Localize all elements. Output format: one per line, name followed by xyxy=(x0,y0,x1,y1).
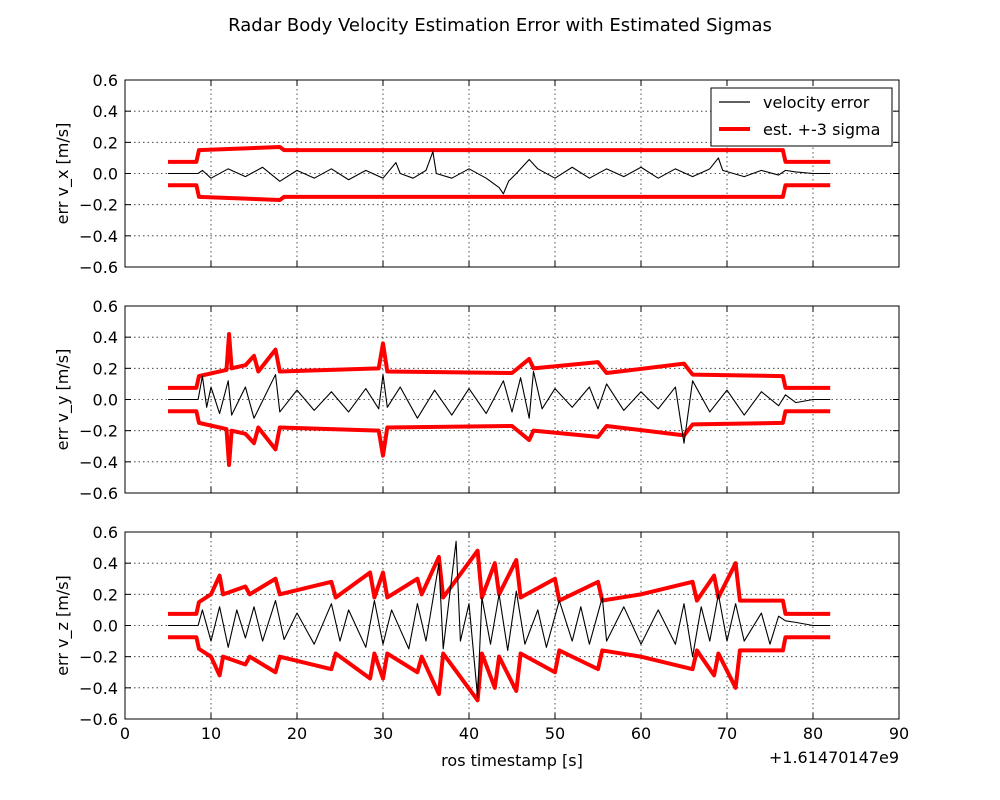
y-tick-label: −0.4 xyxy=(79,227,118,246)
sigma-lower-line xyxy=(168,409,831,467)
legend-box xyxy=(710,87,893,147)
sigma-upper-line xyxy=(168,548,831,616)
y-tick-label: −0.6 xyxy=(79,710,118,729)
y-tick-label: 0.4 xyxy=(93,554,118,573)
grid xyxy=(125,532,899,719)
chart-title: Radar Body Velocity Estimation Error wit… xyxy=(228,15,772,36)
y-tick-label: −0.6 xyxy=(79,258,118,277)
y-tick-label: 0.6 xyxy=(93,71,118,90)
x-tick-label: 60 xyxy=(631,724,651,743)
x-offset-label: +1.61470147e9 xyxy=(769,748,899,767)
velocity-error-line xyxy=(168,370,831,444)
x-tick-label: 50 xyxy=(545,724,565,743)
y-tick-label: 0.0 xyxy=(93,165,118,184)
legend-label: est. +-3 sigma xyxy=(763,120,880,139)
y-tick-label: 0.2 xyxy=(93,359,118,378)
legend: velocity error est. +-3 sigma xyxy=(710,87,893,147)
x-tick-label: 80 xyxy=(803,724,823,743)
velocity-error-line xyxy=(168,540,831,698)
sigma-lower-line xyxy=(168,635,831,703)
subplot-1: 0.6 0.4 0.2 0.0 −0.2 −0.4 −0.6 err v_x [m/s] xyxy=(53,71,900,277)
y-tick-label: 0.6 xyxy=(93,297,118,316)
y-axis-label: err v_z [m/s] xyxy=(53,575,73,676)
y-tick-label: 0.0 xyxy=(93,617,118,636)
x-tick-label: 70 xyxy=(717,724,737,743)
y-axis-label: err v_y [m/s] xyxy=(53,349,73,451)
x-tick-label: 10 xyxy=(201,724,221,743)
grid xyxy=(125,306,899,493)
x-tick-label: 40 xyxy=(459,724,479,743)
x-tick-label: 0 xyxy=(120,724,130,743)
y-tick-label: 0.4 xyxy=(93,102,118,121)
sigma-lower-line xyxy=(168,183,831,202)
subplot-2: 0.6 0.4 0.2 0.0 −0.2 −0.4 −0.6 err v_y [m/s] xyxy=(53,297,900,503)
y-axis-label: err v_x [m/s] xyxy=(53,123,73,225)
x-axis-label: ros timestamp [s] xyxy=(441,751,583,770)
y-tick-label: 0.6 xyxy=(93,523,118,542)
y-tick-label: 0.2 xyxy=(93,585,118,604)
y-tick-label: −0.4 xyxy=(79,453,118,472)
y-tick-label: −0.2 xyxy=(79,648,118,667)
legend-label: velocity error xyxy=(763,93,870,112)
x-tick-label: 30 xyxy=(373,724,393,743)
y-tick-label: 0.4 xyxy=(93,328,118,347)
subplot-3: 0.6 0.4 0.2 0.0 −0.2 −0.4 −0.60 10 20 30 40 50 60 70 8… xyxy=(53,523,909,743)
sigma-upper-line xyxy=(168,145,831,164)
x-tick-label: 90 xyxy=(889,724,909,743)
y-tick-label: −0.4 xyxy=(79,679,118,698)
x-tick-label: 20 xyxy=(287,724,307,743)
sigma-upper-line xyxy=(168,332,831,390)
y-tick-label: −0.2 xyxy=(79,196,118,215)
y-tick-label: −0.2 xyxy=(79,422,118,441)
velocity-error-line xyxy=(168,151,831,195)
y-tick-label: 0.0 xyxy=(93,391,118,410)
y-tick-label: −0.6 xyxy=(79,484,118,503)
y-tick-label: 0.2 xyxy=(93,133,118,152)
